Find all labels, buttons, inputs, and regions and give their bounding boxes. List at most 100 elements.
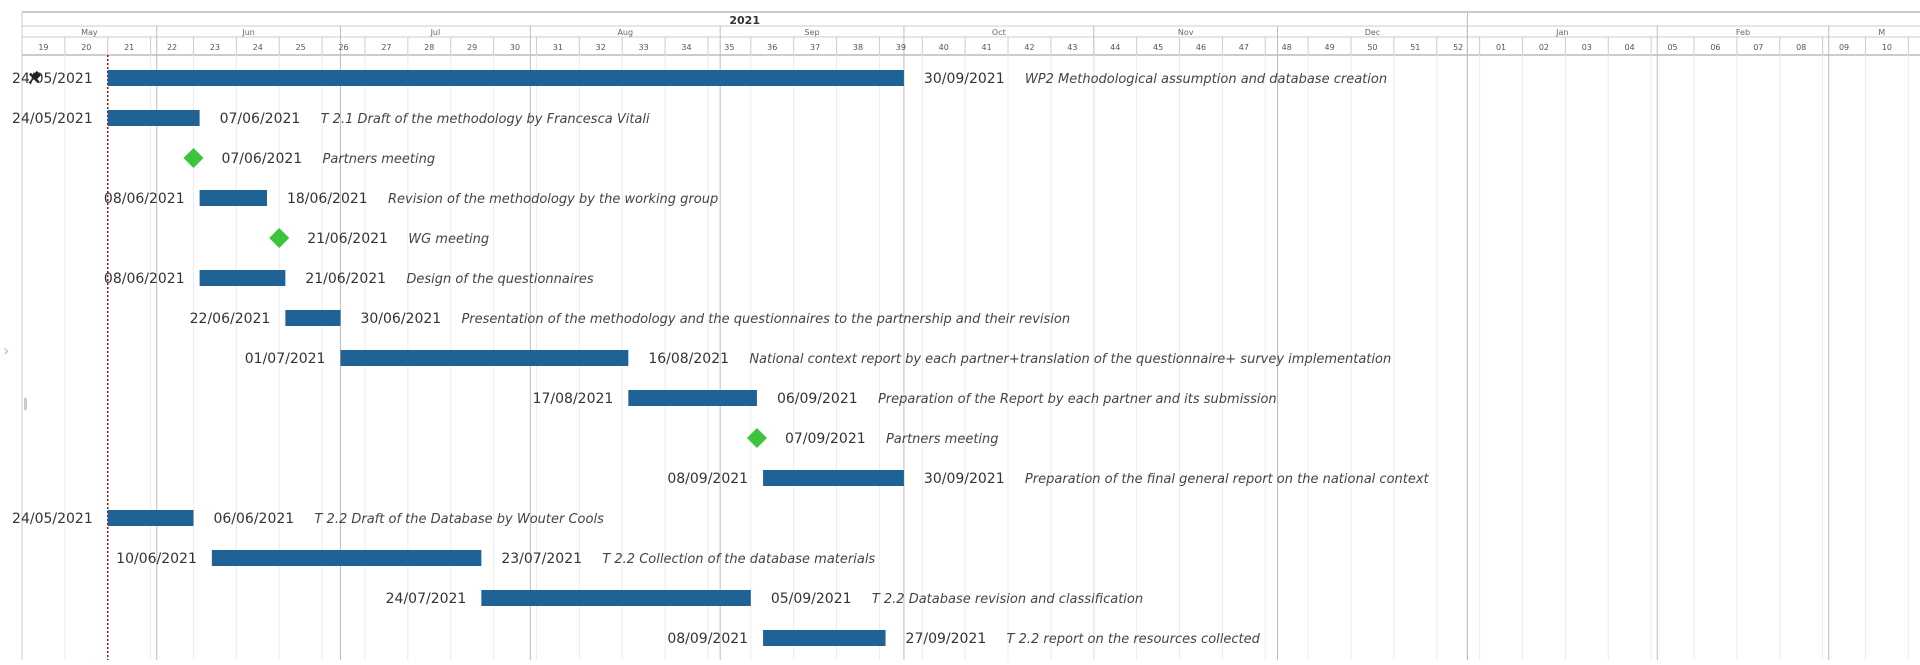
month-label: Feb bbox=[1736, 28, 1750, 37]
week-label: 04 bbox=[1625, 43, 1635, 52]
week-label: 29 bbox=[467, 43, 477, 52]
task-end-date: 18/06/2021 bbox=[287, 191, 368, 207]
task-label: Preparation of the Report by each partne… bbox=[878, 392, 1277, 407]
week-label: 51 bbox=[1410, 43, 1420, 52]
week-label: 41 bbox=[982, 43, 992, 52]
milestone-label: WG meeting bbox=[408, 232, 489, 247]
month-label: Jul bbox=[430, 28, 441, 37]
task-label: Presentation of the methodology and the … bbox=[461, 312, 1070, 327]
week-label: 42 bbox=[1024, 43, 1034, 52]
week-label: 25 bbox=[296, 43, 306, 52]
task-bar bbox=[628, 390, 757, 406]
task-bar bbox=[107, 510, 194, 526]
month-label: M bbox=[1878, 28, 1885, 37]
task-start-date: 08/06/2021 bbox=[104, 191, 185, 207]
task-start-date: 08/09/2021 bbox=[667, 631, 748, 647]
week-label: 52 bbox=[1453, 43, 1463, 52]
month-label: Sep bbox=[805, 28, 820, 37]
week-label: 32 bbox=[596, 43, 606, 52]
week-label: 27 bbox=[381, 43, 391, 52]
task-label: T 2.2 Collection of the database materia… bbox=[602, 552, 875, 567]
week-label: 35 bbox=[724, 43, 734, 52]
task-bar bbox=[107, 70, 904, 86]
week-label: 09 bbox=[1839, 43, 1849, 52]
month-label: Aug bbox=[617, 28, 633, 37]
week-label: 44 bbox=[1110, 43, 1120, 52]
milestone-date: 07/06/2021 bbox=[221, 151, 302, 167]
task-bar bbox=[107, 110, 200, 126]
task-bar bbox=[481, 590, 751, 606]
task-start-date: 24/05/2021 bbox=[12, 511, 93, 527]
task-start-date: 08/06/2021 bbox=[104, 271, 185, 287]
task-label: T 2.2 report on the resources collected bbox=[1007, 632, 1261, 647]
week-label: 23 bbox=[210, 43, 220, 52]
week-label: 19 bbox=[38, 43, 48, 52]
week-label: 05 bbox=[1667, 43, 1677, 52]
task-start-date: 24/05/2021 bbox=[12, 71, 93, 87]
week-label: 20 bbox=[81, 43, 91, 52]
task-label: Design of the questionnaires bbox=[406, 272, 593, 287]
task-start-date: 10/06/2021 bbox=[116, 551, 197, 567]
milestone-label: Partners meeting bbox=[322, 152, 435, 167]
month-label: Jun bbox=[241, 28, 255, 37]
month-label: Nov bbox=[1178, 28, 1194, 37]
week-label: 33 bbox=[639, 43, 649, 52]
task-bar bbox=[340, 350, 629, 366]
week-label: 24 bbox=[253, 43, 263, 52]
week-label: 40 bbox=[939, 43, 949, 52]
task-end-date: 21/06/2021 bbox=[305, 271, 386, 287]
task-label: T 2.2 Database revision and classificati… bbox=[872, 592, 1143, 607]
task-start-date: 22/06/2021 bbox=[190, 311, 271, 327]
milestone-marker bbox=[269, 228, 290, 248]
task-bar bbox=[285, 310, 341, 326]
task-end-date: 30/09/2021 bbox=[924, 471, 1005, 487]
task-label: WP2 Methodological assumption and databa… bbox=[1025, 72, 1387, 87]
milestone-date: 21/06/2021 bbox=[307, 231, 388, 247]
milestone-label: Partners meeting bbox=[886, 432, 999, 447]
milestone-marker bbox=[746, 428, 767, 448]
task-start-date: 24/05/2021 bbox=[12, 111, 93, 127]
task-end-date: 16/08/2021 bbox=[648, 351, 729, 367]
week-label: 46 bbox=[1196, 43, 1206, 52]
week-label: 36 bbox=[767, 43, 777, 52]
week-label: 10 bbox=[1882, 43, 1892, 52]
task-end-date: 27/09/2021 bbox=[906, 631, 987, 647]
week-label: 03 bbox=[1582, 43, 1592, 52]
week-label: 07 bbox=[1753, 43, 1763, 52]
week-label: 50 bbox=[1367, 43, 1377, 52]
task-end-date: 05/09/2021 bbox=[771, 591, 852, 607]
week-label: 06 bbox=[1710, 43, 1720, 52]
week-label: 30 bbox=[510, 43, 520, 52]
task-label: T 2.2 Draft of the Database by Wouter Co… bbox=[314, 512, 604, 527]
task-bar bbox=[211, 550, 482, 566]
milestone-marker bbox=[183, 148, 204, 168]
task-end-date: 07/06/2021 bbox=[220, 111, 301, 127]
week-label: 34 bbox=[681, 43, 691, 52]
week-label: 43 bbox=[1067, 43, 1077, 52]
task-label: T 2.1 Draft of the methodology by France… bbox=[321, 112, 650, 127]
task-end-date: 06/06/2021 bbox=[213, 511, 294, 527]
week-label: 02 bbox=[1539, 43, 1549, 52]
week-label: 31 bbox=[553, 43, 563, 52]
resize-handle[interactable] bbox=[24, 398, 27, 410]
task-label: Revision of the methodology by the worki… bbox=[388, 192, 718, 207]
month-label: Oct bbox=[992, 28, 1006, 37]
week-label: 22 bbox=[167, 43, 177, 52]
week-label: 01 bbox=[1496, 43, 1506, 52]
task-start-date: 17/08/2021 bbox=[533, 391, 614, 407]
task-bar bbox=[763, 630, 886, 646]
chevron-right-icon[interactable]: › bbox=[3, 341, 10, 360]
task-end-date: 06/09/2021 bbox=[777, 391, 858, 407]
week-label: 37 bbox=[810, 43, 820, 52]
task-start-date: 08/09/2021 bbox=[667, 471, 748, 487]
month-label: Dec bbox=[1365, 28, 1380, 37]
task-start-date: 01/07/2021 bbox=[245, 351, 326, 367]
month-label: Jan bbox=[1555, 28, 1568, 37]
milestone-date: 07/09/2021 bbox=[785, 431, 866, 447]
week-label: 49 bbox=[1324, 43, 1334, 52]
task-bar bbox=[199, 270, 286, 286]
week-label: 38 bbox=[853, 43, 863, 52]
pin-icon-needle bbox=[28, 78, 34, 84]
task-label: National context report by each partner+… bbox=[749, 352, 1391, 367]
